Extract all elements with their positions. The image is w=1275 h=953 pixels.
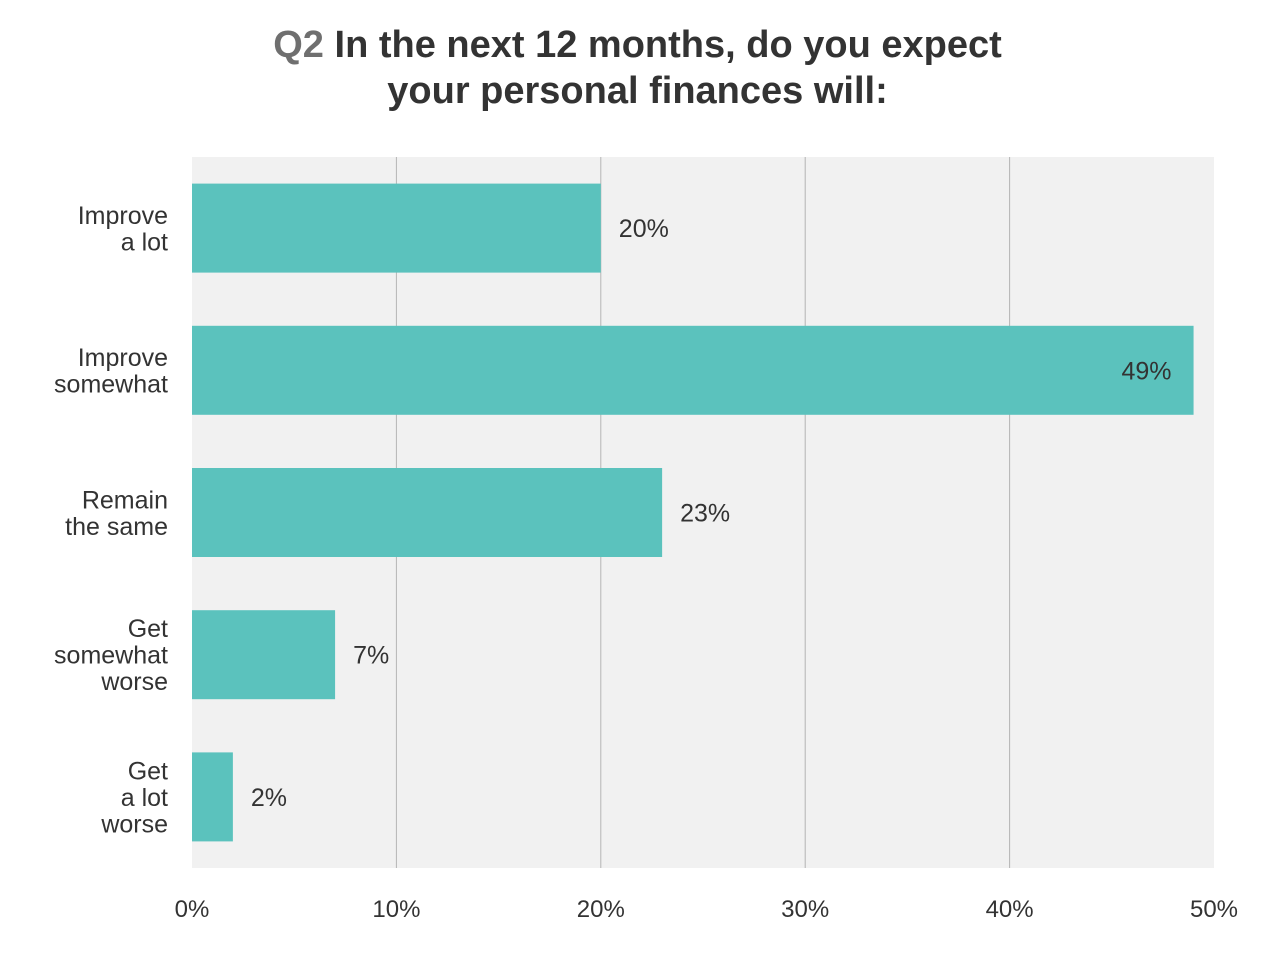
x-tick-label: 50% — [1190, 896, 1238, 923]
category-label: Remain the same — [65, 486, 168, 541]
category-label-line: a lot — [121, 228, 168, 256]
category-label: Improve a lot — [78, 202, 168, 257]
chart-title: Q2 In the next 12 months, do you expect … — [0, 22, 1275, 114]
category-label-line: somewhat — [54, 642, 168, 670]
bar — [192, 468, 663, 557]
bar — [192, 610, 336, 700]
data-label: 2% — [251, 784, 287, 812]
data-label: 7% — [353, 642, 389, 670]
x-tick-label: 10% — [372, 896, 420, 923]
x-tick-label: 20% — [577, 896, 625, 923]
bar — [192, 325, 1194, 415]
category-label-line: worse — [100, 810, 168, 838]
category-label-line: Get — [128, 615, 168, 643]
question-number: Q2 — [273, 24, 324, 66]
category-label: Get a lot worse — [100, 757, 168, 838]
bar — [192, 183, 601, 273]
x-tick-label: 40% — [986, 896, 1034, 923]
data-label: 49% — [1122, 357, 1172, 385]
category-label-line: Remain — [82, 486, 168, 514]
category-label-line: Improve — [78, 344, 168, 372]
category-label: Get somewhat worse — [54, 615, 168, 696]
category-label-line: worse — [100, 668, 168, 696]
category-label-line: a lot — [121, 784, 168, 812]
bar — [192, 752, 233, 842]
chart-title-line-2: your personal finances will: — [387, 70, 888, 112]
chart-title-text-1: In the next 12 months, do you expect — [334, 24, 1002, 66]
category-label-line: Improve — [78, 202, 168, 230]
x-tick-label: 30% — [781, 896, 829, 923]
chart-title-line-1: Q2 In the next 12 months, do you expect — [0, 22, 1275, 68]
data-label: 23% — [680, 500, 730, 528]
data-label: 20% — [619, 215, 669, 243]
category-label-line: somewhat — [54, 371, 168, 399]
category-label-line: Get — [128, 757, 168, 785]
x-tick-label: 0% — [175, 896, 210, 923]
category-label-line: the same — [65, 513, 168, 541]
category-label: Improve somewhat — [54, 344, 168, 399]
